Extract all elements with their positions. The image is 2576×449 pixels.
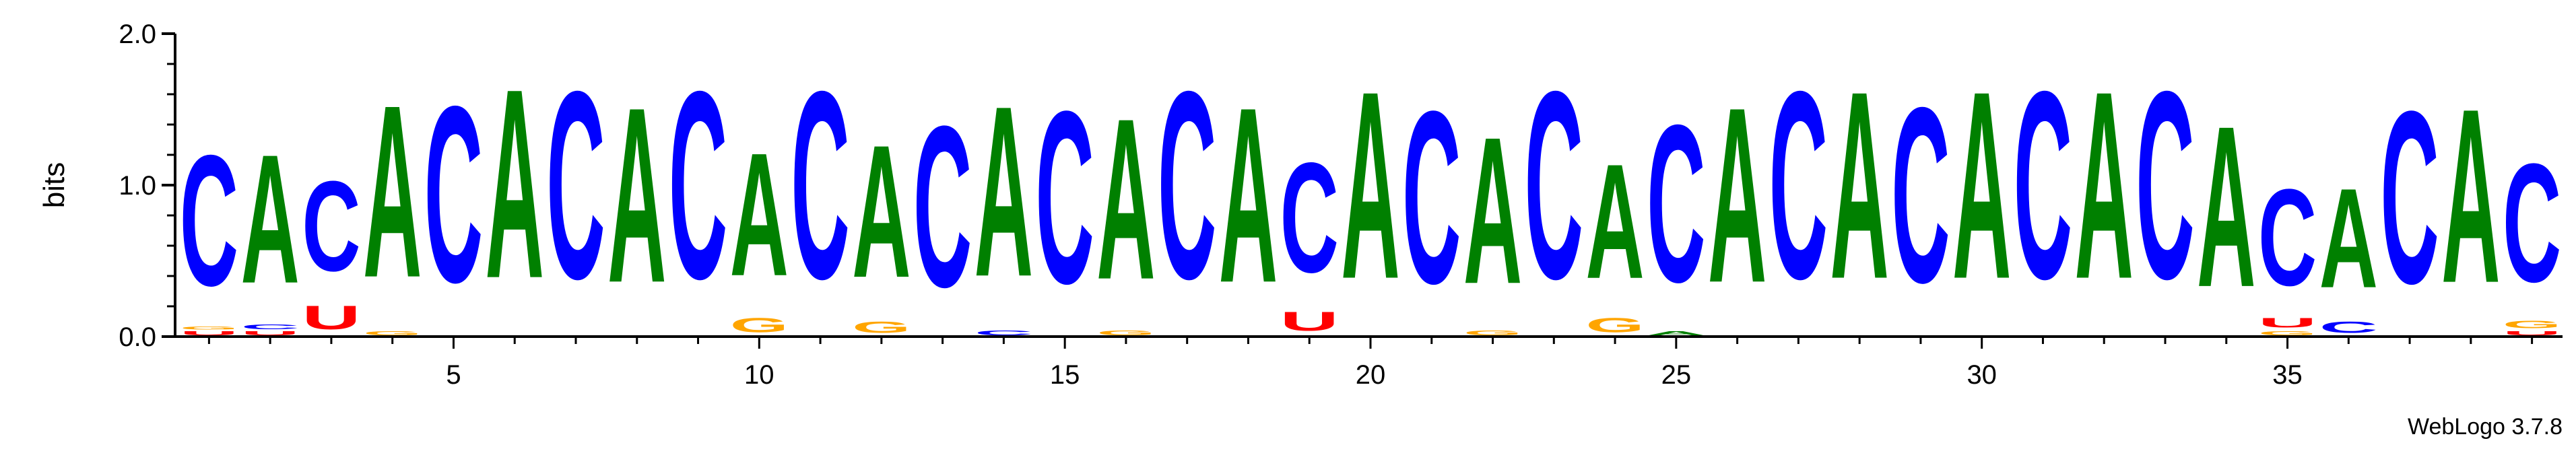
x-tick-label: 30	[1967, 360, 1997, 390]
x-tick-label: 25	[1661, 360, 1692, 390]
letter-C-pos-33: C	[2136, 36, 2194, 335]
y-tick-label: 2.0	[119, 20, 156, 49]
letter-U-pos-3: U	[302, 298, 360, 337]
letter-C-pos-7: C	[546, 36, 605, 335]
letter-U-pos-19: U	[1280, 306, 1339, 337]
letter-A-pos-30: A	[1952, 36, 2011, 335]
letter-C-pos-9: C	[669, 36, 727, 335]
letter-C-pos-5: C	[424, 54, 483, 335]
y-tick-label: 1.0	[119, 171, 156, 201]
letter-C-pos-39: C	[2503, 129, 2561, 317]
letter-C-pos-21: C	[1402, 60, 1461, 335]
letter-G-pos-39: G	[2503, 318, 2561, 331]
letter-A-pos-8: A	[607, 55, 666, 335]
weblogo-version-label: WebLogo 3.7.8	[2408, 414, 2563, 440]
letter-G-pos-1: G	[180, 326, 238, 331]
x-ticks: 5 10 15 20 25 30 35	[209, 337, 2532, 390]
letter-C-pos-35: C	[2258, 160, 2317, 314]
letter-U-pos-35: U	[2258, 316, 2317, 331]
letter-C-pos-23: C	[1525, 36, 1583, 335]
letter-G-pos-10: G	[730, 314, 789, 337]
letter-A-pos-16: A	[1096, 71, 1155, 328]
letter-C-pos-19: C	[1280, 131, 1339, 306]
x-tick-label: 5	[446, 360, 461, 390]
letter-A-pos-2: A	[241, 116, 300, 322]
letter-C-pos-17: C	[1158, 36, 1216, 335]
letter-C-pos-29: C	[1891, 55, 1950, 335]
letter-A-pos-12: A	[852, 105, 911, 317]
x-tick-label: 10	[744, 360, 774, 390]
letter-G-pos-12: G	[852, 318, 911, 337]
letter-C-pos-2: C	[241, 323, 300, 331]
letter-C-pos-13: C	[913, 79, 972, 335]
letter-C-pos-31: C	[2014, 36, 2072, 335]
letter-A-pos-38: A	[2441, 57, 2500, 335]
letter-C-pos-25: C	[1647, 79, 1705, 329]
x-tick-label: 15	[1050, 360, 1080, 390]
x-tick-label: 35	[2272, 360, 2303, 390]
letter-A-pos-28: A	[1830, 36, 1889, 335]
y-axis-title: bits	[38, 162, 71, 208]
letter-A-pos-14: A	[975, 56, 1033, 328]
letter-C-pos-36: C	[2319, 318, 2378, 337]
letter-A-pos-4: A	[363, 54, 422, 329]
letter-C-pos-27: C	[1769, 36, 1828, 335]
letter-A-pos-20: A	[1341, 36, 1399, 335]
x-tick-label: 20	[1356, 360, 1386, 390]
letter-A-pos-22: A	[1463, 94, 1522, 328]
letter-A-pos-10: A	[730, 117, 789, 313]
letter-A-pos-32: A	[2075, 36, 2134, 335]
letter-C-pos-37: C	[2381, 60, 2439, 335]
letter-C-pos-15: C	[1036, 60, 1094, 335]
letter-A-pos-6: A	[486, 32, 544, 335]
y-tick-label: 0.0	[119, 322, 156, 352]
letter-A-pos-24: A	[1586, 129, 1645, 312]
letter-A-pos-18: A	[1219, 55, 1278, 335]
y-ticks: 0.0 1.0 2.0	[119, 20, 175, 352]
letter-C-pos-3: C	[302, 153, 360, 298]
letter-A-pos-34: A	[2197, 79, 2255, 335]
letter-C-pos-11: C	[791, 36, 850, 335]
letter-A-pos-36: A	[2319, 159, 2378, 318]
letter-C-pos-1: C	[180, 116, 238, 325]
letter-G-pos-24: G	[1586, 314, 1645, 337]
letter-A-pos-26: A	[1708, 55, 1766, 335]
